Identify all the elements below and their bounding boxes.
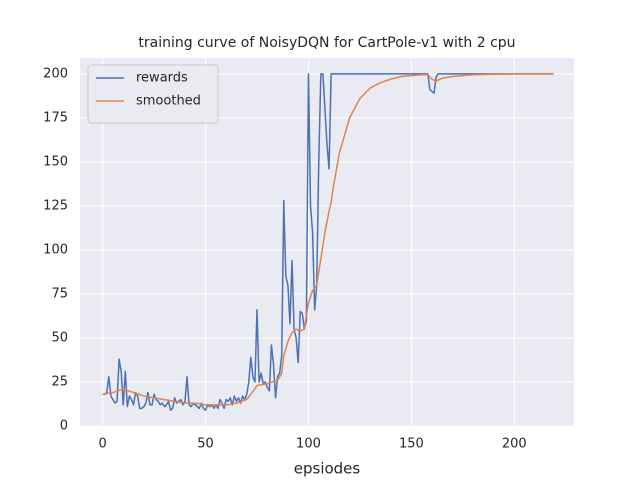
legend-label: rewards — [136, 71, 188, 86]
x-tick-label: 150 — [399, 437, 424, 452]
y-tick-label: 0 — [60, 419, 68, 434]
chart-title: training curve of NoisyDQN for CartPole-… — [138, 35, 515, 51]
x-tick-label: 0 — [99, 437, 107, 452]
x-tick-label: 50 — [197, 437, 214, 452]
y-tick-label: 125 — [43, 198, 68, 213]
y-tick-label: 100 — [43, 242, 68, 257]
y-tick-label: 50 — [51, 330, 68, 345]
legend-box — [87, 64, 219, 124]
x-axis-label: epsiodes — [294, 460, 361, 478]
legend-label: smoothed — [136, 94, 201, 109]
line — [102, 73, 554, 406]
y-tick-label: 75 — [51, 286, 68, 301]
x-tick-label: 100 — [296, 437, 321, 452]
y-tick-label: 150 — [43, 154, 68, 169]
y-tick-label: 200 — [43, 66, 68, 81]
x-tick-label: 200 — [502, 437, 527, 452]
y-tick-label: 25 — [51, 374, 68, 389]
y-tick-label: 175 — [43, 110, 68, 125]
